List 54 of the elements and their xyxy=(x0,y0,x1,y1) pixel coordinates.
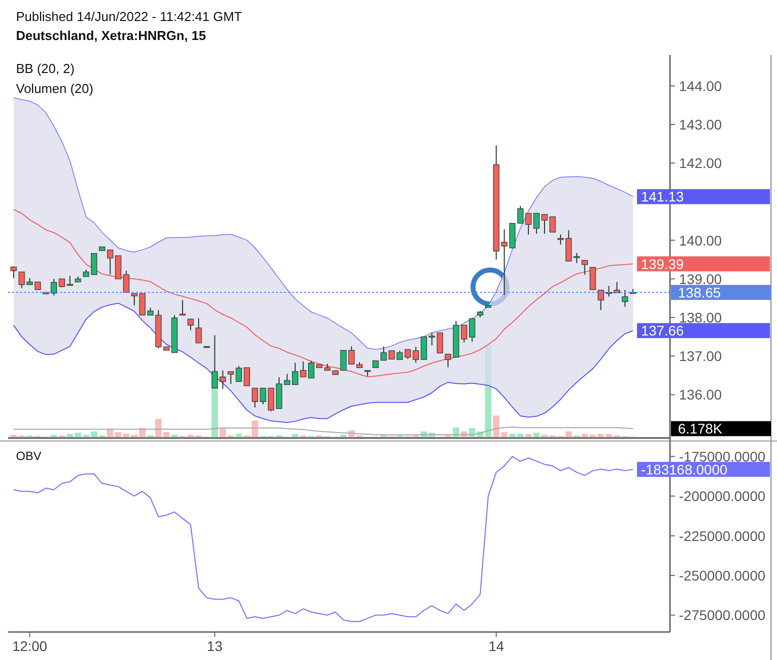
y-tick-label: -200000.0000 xyxy=(679,488,766,504)
data-label: 139.39 xyxy=(641,256,684,272)
y-tick-label: -275000.0000 xyxy=(679,607,766,624)
bar xyxy=(340,434,347,438)
candlestick xyxy=(244,367,250,386)
candlestick xyxy=(196,318,202,344)
bar xyxy=(50,434,58,438)
line-series xyxy=(13,208,634,378)
annotation: BB (20, 2) xyxy=(16,61,75,76)
x-tick-label: 14 xyxy=(488,638,504,654)
candlestick xyxy=(260,388,266,405)
bar xyxy=(236,434,242,438)
y-tick-label: 144.00 xyxy=(679,78,722,94)
data-label: 137.66 xyxy=(641,322,684,339)
candlestick xyxy=(187,318,194,331)
chart-subtitle: Published 14/Jun/2022 - 11:42:41 GMT xyxy=(16,9,242,24)
y-tick-label: 142.00 xyxy=(679,155,722,172)
candlestick xyxy=(525,212,532,235)
x-tick-label: 12:00 xyxy=(12,638,48,654)
y-tick-label: 143.00 xyxy=(679,116,722,132)
candlestick xyxy=(340,350,347,371)
y-tick-label: 138.00 xyxy=(679,309,722,326)
candlestick xyxy=(469,318,476,342)
data-label: 141.13 xyxy=(641,188,684,205)
y-tick-label: -250000.0000 xyxy=(679,567,766,584)
y-tick-label: 140.00 xyxy=(679,232,722,248)
candlestick xyxy=(533,212,540,234)
line-series xyxy=(13,302,634,423)
y-tick-label: 139.00 xyxy=(679,270,722,287)
candlestick xyxy=(541,214,548,234)
candlestick xyxy=(436,332,444,354)
candlestick xyxy=(179,300,186,316)
text: OBV xyxy=(16,449,42,463)
candlestick xyxy=(428,332,436,346)
candlestick xyxy=(622,290,628,308)
text: 6.178K xyxy=(678,420,724,437)
line-series xyxy=(13,97,634,350)
candlestick xyxy=(348,346,355,365)
x-tick-label: 13 xyxy=(206,638,223,654)
y-tick-label: 137.00 xyxy=(679,348,722,364)
candlestick xyxy=(10,266,17,279)
chart-title: Deutschland, Xetra:HNRGn, 15 xyxy=(16,28,206,43)
candlestick xyxy=(444,354,452,368)
y-tick-label: -225000.0000 xyxy=(679,528,766,544)
candlestick xyxy=(549,216,556,232)
candlestick xyxy=(252,388,258,408)
candlestick xyxy=(460,324,468,344)
y-tick-label: 136.00 xyxy=(679,386,722,403)
candlestick xyxy=(582,260,588,276)
annotation: Volumen (20) xyxy=(16,81,94,96)
ref-line-label: 138.65 xyxy=(678,284,722,300)
candlestick xyxy=(90,252,98,276)
candlestick xyxy=(557,234,564,246)
candlestick xyxy=(268,388,274,412)
